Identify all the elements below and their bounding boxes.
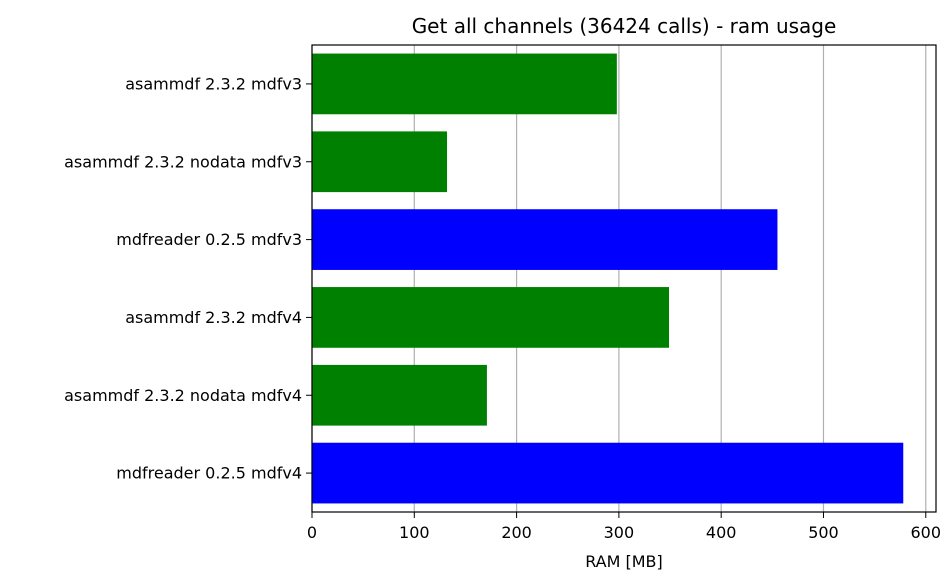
x-tick-label: 500: [808, 523, 839, 542]
plot-frame: [311, 44, 937, 513]
category-label: asammdf 2.3.2 mdfv4: [125, 308, 302, 327]
x-tick-label: 300: [604, 523, 635, 542]
bar: [312, 442, 904, 504]
x-tick-label: 600: [910, 523, 941, 542]
bar: [312, 209, 778, 270]
x-tick-label: 200: [501, 523, 532, 542]
x-tick-label: 400: [706, 523, 737, 542]
category-label: mdfreader 0.2.5 mdfv4: [116, 464, 302, 483]
x-tick-label: 0: [307, 523, 317, 542]
category-label: asammdf 2.3.2 nodata mdfv4: [64, 386, 302, 405]
category-label: asammdf 2.3.2 nodata mdfv3: [64, 152, 302, 171]
grid-lines: [311, 45, 927, 512]
x-tick-label: 100: [399, 523, 430, 542]
bars: [312, 53, 904, 504]
x-axis-label: RAM [MB]: [585, 552, 663, 571]
bar: [312, 287, 670, 348]
bar: [312, 364, 487, 426]
bar: [312, 53, 617, 115]
chart-title: Get all channels (36424 calls) - ram usa…: [412, 14, 837, 38]
category-labels: asammdf 2.3.2 mdfv3 asammdf 2.3.2 nodata …: [64, 74, 302, 482]
category-label: asammdf 2.3.2 mdfv3: [125, 74, 302, 93]
bar: [312, 131, 448, 193]
x-tick-labels: 0 100 200 300 400 500 600: [307, 523, 941, 542]
category-label: mdfreader 0.2.5 mdfv3: [116, 230, 302, 249]
axes: [306, 44, 937, 518]
